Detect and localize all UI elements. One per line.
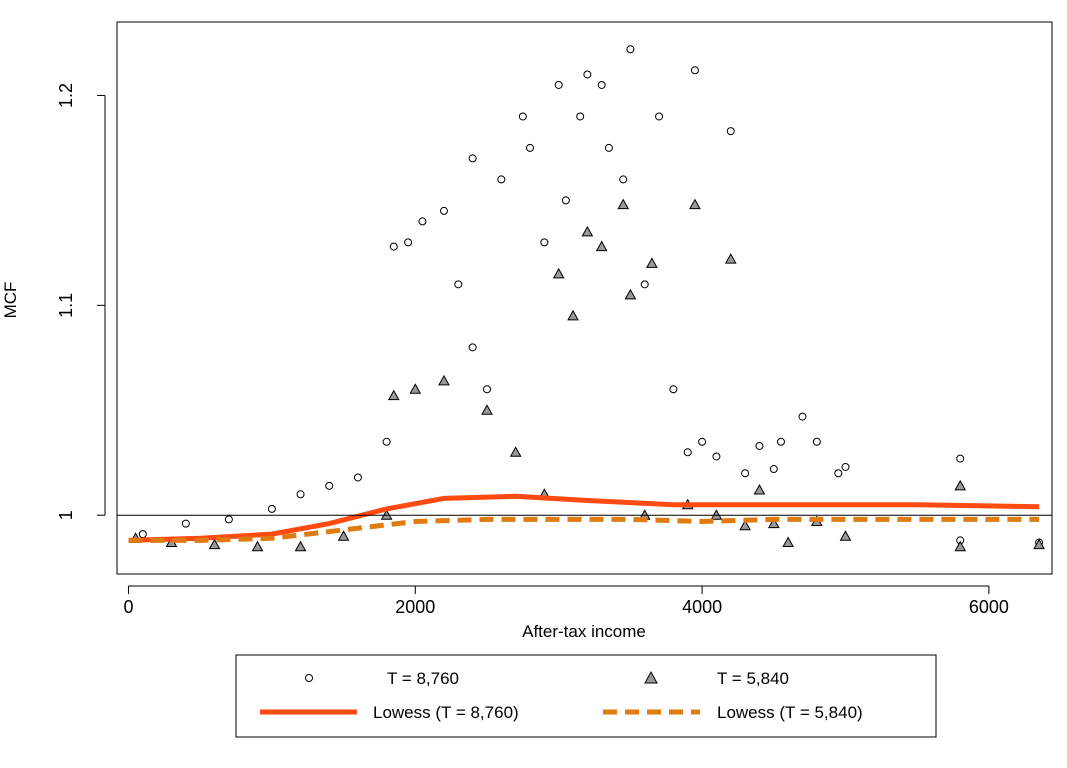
data-point-circle	[604, 143, 613, 152]
data-point-circle	[576, 112, 585, 121]
data-point-triangle	[839, 530, 852, 541]
data-point-circle	[468, 343, 477, 352]
data-point-triangle	[624, 288, 637, 300]
x-axis-title: After-tax income	[522, 622, 646, 641]
plot-frame	[116, 21, 1053, 575]
data-point-circle	[454, 280, 463, 289]
data-point-circle	[726, 127, 735, 136]
data-point-circle	[540, 238, 549, 247]
data-point-circle	[841, 462, 850, 471]
data-point-circle	[468, 154, 477, 163]
legend-label-series1: T = 8,760	[387, 669, 459, 688]
data-point-circle	[626, 45, 635, 54]
data-point-triangle	[595, 240, 608, 252]
legend-label-lowess1: Lowess (T = 8,760)	[373, 703, 519, 722]
legend-marker-circle	[305, 674, 313, 682]
data-point-circle	[389, 242, 398, 251]
data-point-circle	[482, 385, 491, 394]
lowess-lines	[128, 493, 1040, 543]
data-point-circle	[325, 481, 334, 490]
data-point-circle	[418, 217, 427, 226]
data-point-triangle	[294, 540, 307, 552]
data-point-circle	[956, 454, 965, 463]
data-point-circle	[497, 175, 506, 184]
x-tick-label: 0	[123, 597, 133, 617]
data-point-triangle	[739, 519, 751, 531]
data-point-triangle	[581, 225, 594, 237]
data-point-circle	[769, 465, 778, 474]
data-point-circle	[404, 238, 413, 247]
data-point-circle	[224, 515, 233, 524]
data-point-triangle	[509, 446, 522, 457]
data-point-triangle	[724, 253, 737, 264]
data-point-triangle	[954, 479, 967, 491]
data-point-triangle	[689, 198, 701, 210]
data-point-triangle	[481, 404, 493, 415]
data-point-circle	[619, 175, 628, 184]
data-point-circle	[518, 112, 527, 121]
data-point-circle	[561, 196, 570, 205]
data-point-circle	[597, 80, 606, 89]
data-point-circle	[741, 469, 750, 478]
data-point-circle	[755, 441, 764, 450]
data-point-circle	[267, 504, 276, 513]
data-point-triangle	[567, 309, 579, 321]
data-point-circle	[812, 437, 821, 446]
y-tick-label: 1.2	[56, 83, 76, 108]
data-point-circle	[798, 412, 807, 421]
data-point-circle	[712, 452, 721, 461]
data-point-circle	[138, 530, 147, 539]
x-tick-label: 6000	[969, 597, 1009, 617]
data-point-triangle	[387, 389, 400, 401]
data-point-triangle	[552, 267, 565, 279]
data-point-triangle	[646, 257, 658, 268]
data-point-circle	[526, 143, 535, 152]
data-point-circle	[776, 437, 785, 446]
data-point-circle	[382, 437, 391, 446]
data-point-triangle	[337, 530, 350, 541]
data-point-circle	[640, 280, 649, 289]
data-point-circle	[583, 70, 592, 79]
legend-label-series2: T = 5,840	[717, 669, 789, 688]
data-point-circle	[655, 112, 664, 121]
data-point-triangle	[617, 198, 630, 210]
legend: T = 8,760 T = 5,840 Lowess (T = 8,760) L…	[235, 654, 937, 738]
data-point-circle	[554, 80, 563, 89]
data-point-triangle	[782, 536, 794, 548]
lowess-line-1	[128, 493, 1040, 543]
x-tick-label: 2000	[395, 597, 435, 617]
data-point-triangle	[753, 484, 766, 495]
data-point-triangle	[767, 517, 780, 529]
data-point-triangle	[409, 383, 422, 394]
points-layer	[129, 45, 1045, 552]
legend-box	[235, 654, 937, 738]
legend-marker-triangle	[644, 670, 658, 684]
data-point-circle	[834, 469, 843, 478]
x-tick-label: 4000	[682, 597, 722, 617]
y-tick-label: 1	[56, 510, 76, 520]
data-point-triangle	[438, 374, 450, 386]
data-point-circle	[669, 385, 678, 394]
data-point-circle	[353, 473, 362, 482]
data-point-circle	[439, 206, 448, 215]
data-point-triangle	[954, 540, 967, 552]
lowess-line-2	[128, 516, 1040, 543]
data-point-triangle	[1033, 538, 1045, 550]
data-point-triangle	[251, 540, 264, 552]
axes: 0 2000 4000 6000 1 1.1 1.2	[56, 83, 1009, 617]
data-point-circle	[683, 448, 692, 457]
data-point-circle	[698, 437, 707, 446]
y-tick-label: 1.1	[56, 293, 76, 318]
legend-label-lowess2: Lowess (T = 5,840)	[717, 703, 863, 722]
data-point-circle	[181, 519, 190, 528]
data-point-circle	[296, 490, 305, 499]
data-point-circle	[690, 66, 699, 75]
data-point-triangle	[208, 538, 221, 550]
y-axis-title: MCF	[1, 282, 20, 319]
